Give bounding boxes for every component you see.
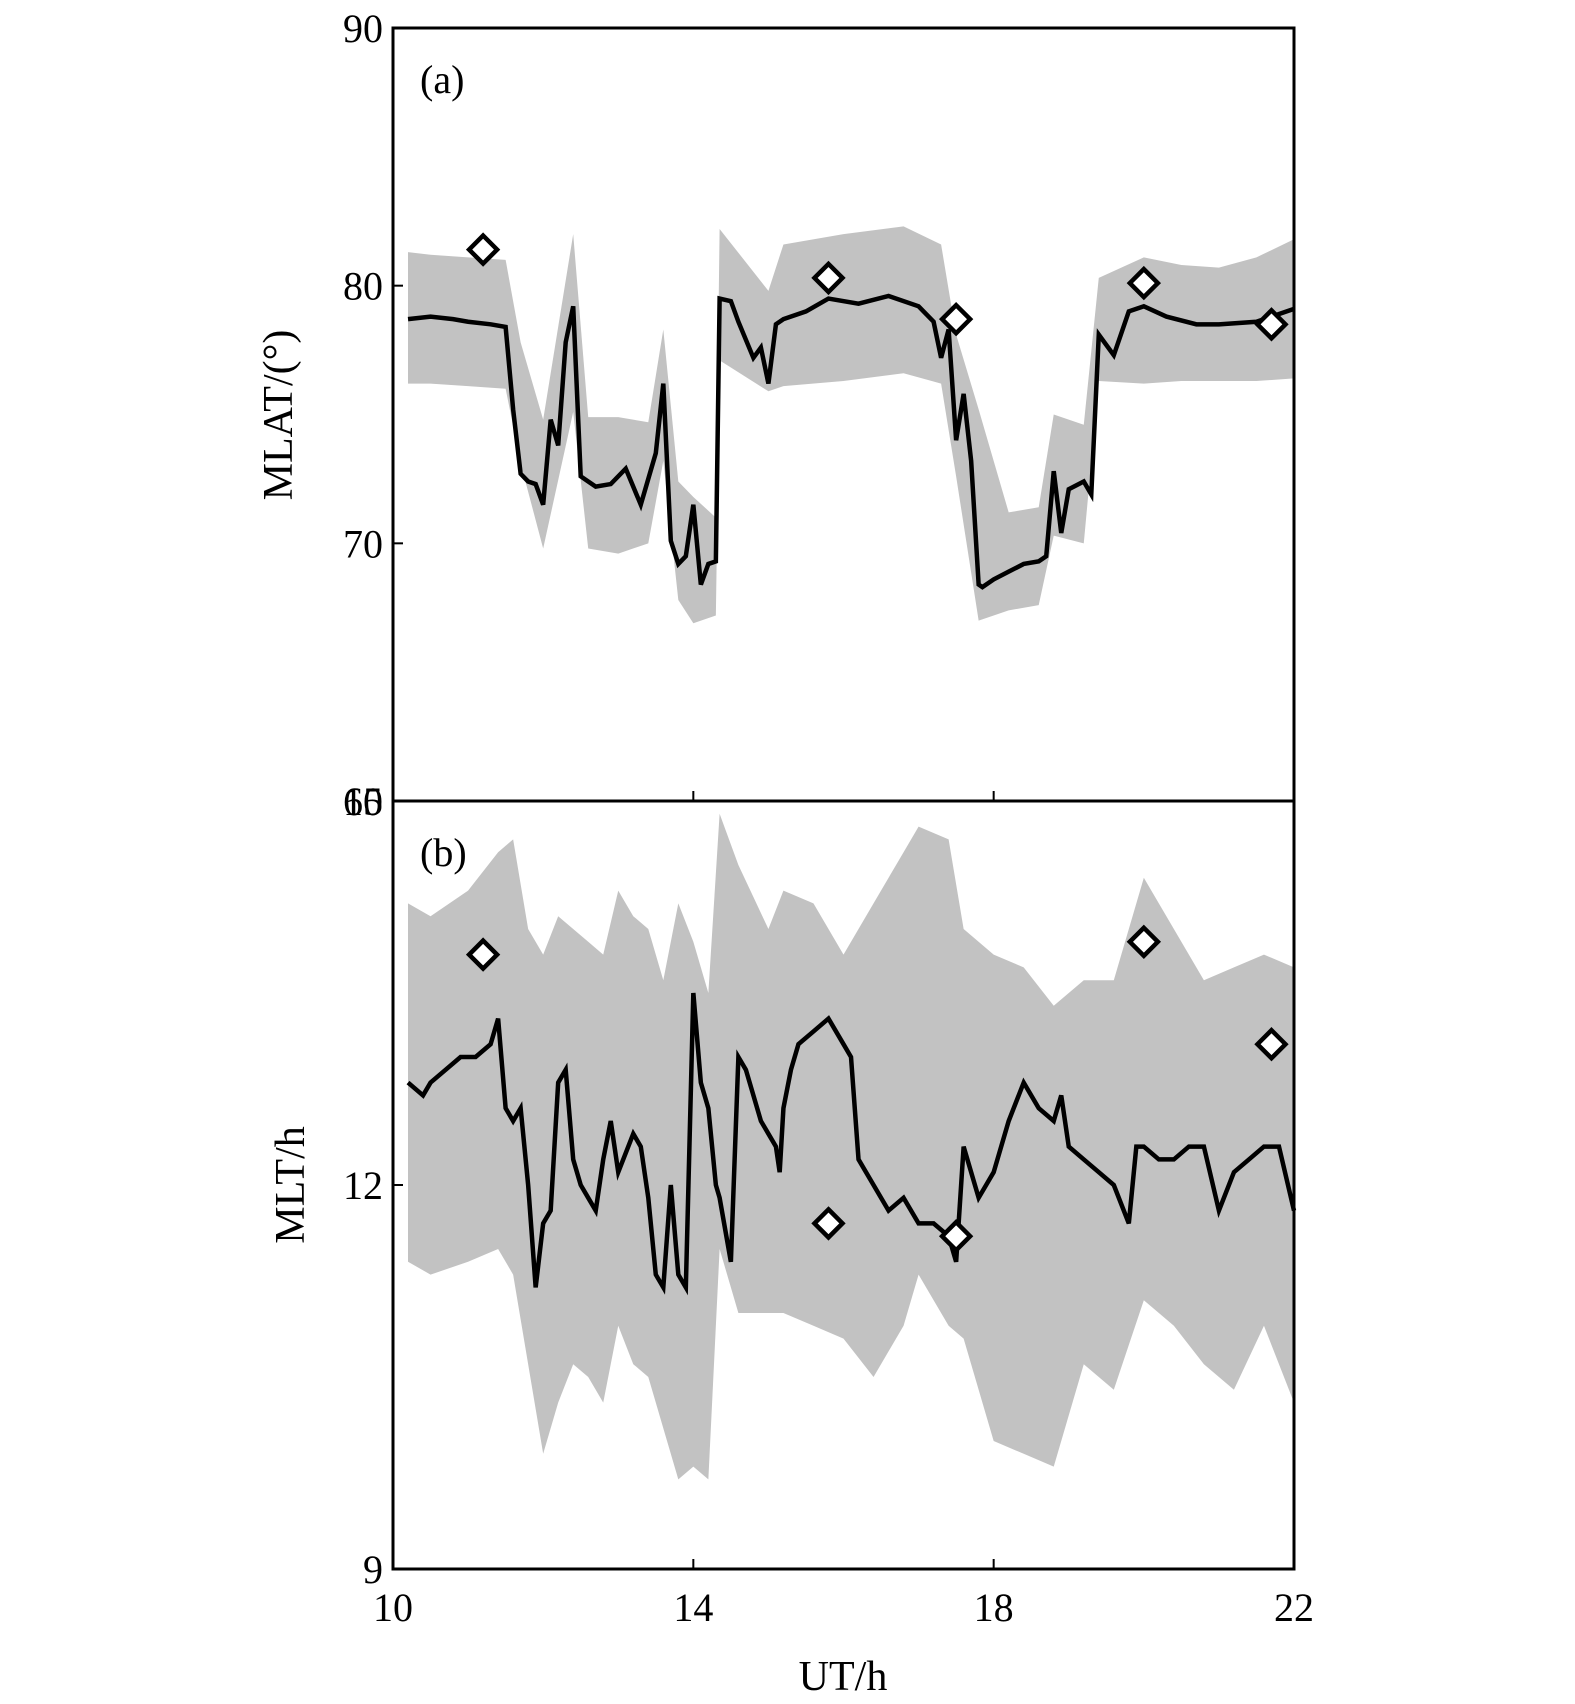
panel-b-uncertainty-band (408, 813, 1294, 1480)
x-axis-label: UT/h (799, 1654, 888, 1700)
panel-b-ytick-label: 9 (363, 1547, 383, 1592)
panel-b-ytick-label: 12 (343, 1163, 383, 1208)
panel-b-diamond-marker (1126, 924, 1162, 959)
panel-a-data-line (407, 293, 1295, 590)
panel-a-ytick-label: 90 (343, 6, 383, 51)
panel-a-diamond-marker (1254, 307, 1289, 342)
panel-b-diamond-marker (811, 1206, 846, 1241)
x-tick-label: 18 (974, 1585, 1014, 1630)
panel-a-ytick-label: 60 (343, 779, 383, 824)
panel-a-diamond-marker (938, 301, 974, 337)
panel-b-diamond-marker (938, 1219, 974, 1254)
panel-a-ylabel: MLAT/(°) (256, 330, 302, 501)
panel-b-diamond-marker (465, 937, 501, 972)
panel-b-mlt: 9 12 15 10 14 18 22 (b) MLT/h UT/h (268, 779, 1314, 1700)
panel-a-ytick-label: 80 (343, 264, 383, 309)
x-tick-label: 22 (1274, 1585, 1314, 1630)
x-tick-label: 10 (373, 1585, 413, 1630)
panel-a-mlat: 60 70 80 90 (a) MLAT/(°) (256, 6, 1296, 824)
panel-b-diamond-marker (1254, 1027, 1289, 1062)
panel-a-diamond-marker (1126, 265, 1162, 301)
x-tick-label: 14 (673, 1585, 713, 1630)
panel-b-label: (b) (420, 830, 467, 875)
panel-a-ytick-label: 70 (343, 521, 383, 566)
panel-b-ytick-label: 15 (343, 779, 383, 824)
panel-b-ylabel: MLT/h (268, 1126, 314, 1243)
panel-a-label: (a) (420, 57, 464, 102)
panel-a-uncertainty-band (408, 226, 1294, 624)
panel-a-diamond-marker (465, 232, 501, 267)
panel-a-diamond-marker (811, 260, 846, 296)
panel-b-data-line (406, 992, 1297, 1296)
